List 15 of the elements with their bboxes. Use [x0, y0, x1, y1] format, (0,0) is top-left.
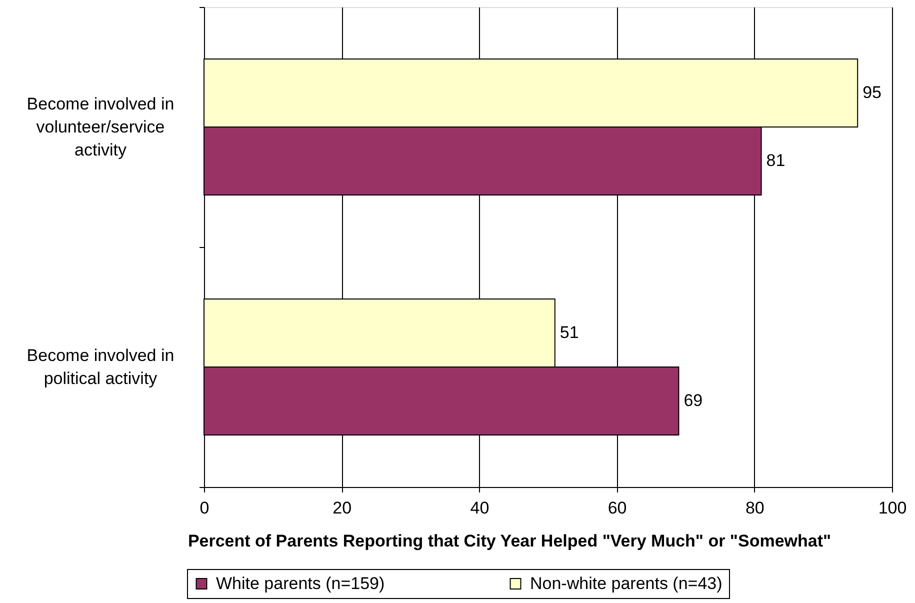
- legend-label: Non-white parents (n=43): [530, 574, 722, 593]
- x-tick-label: 0: [200, 498, 210, 518]
- x-tick-label: 20: [332, 498, 352, 518]
- x-tick-label: 60: [608, 498, 627, 518]
- x-axis-title: Percent of Parents Reporting that City Year Helped "Very Much" or "Somewhat": [188, 532, 832, 550]
- x-tick-label: 100: [878, 498, 907, 518]
- y-tick-label: Become involved in volunteer/service activity: [26, 94, 174, 160]
- data-label: 69: [684, 390, 703, 410]
- data-label: 81: [766, 150, 786, 170]
- data-label: 95: [862, 83, 882, 102]
- y-tick-label: Become involved in political activity: [26, 346, 174, 388]
- x-tick-label: 40: [470, 498, 490, 518]
- x-tick-label: 80: [745, 498, 764, 518]
- data-label: 51: [560, 323, 579, 342]
- legend-label: White parents (n=159): [216, 574, 385, 593]
